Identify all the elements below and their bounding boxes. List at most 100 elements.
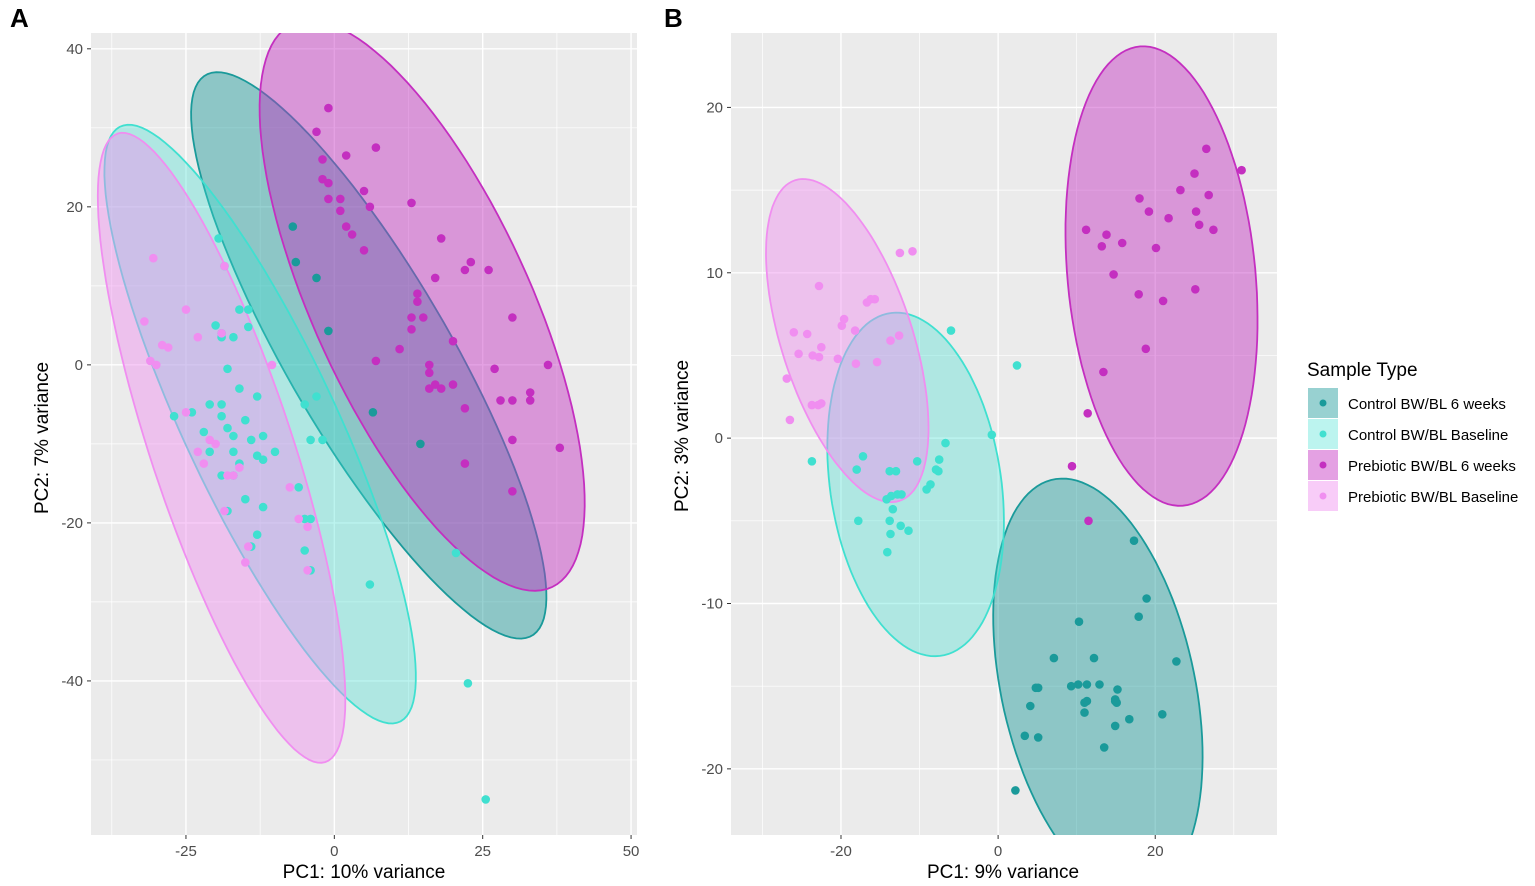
- panel-a-point-control-baseline: [229, 332, 238, 342]
- panel-a-ellipse-control-6-weeks: [190, 71, 548, 640]
- panel-a-point-prebiotic-6-weeks: [484, 265, 493, 275]
- panel-a-point-control-baseline: [252, 530, 262, 539]
- legend-dot-control-6-weeks: [1319, 399, 1327, 407]
- legend-label-control-6-weeks: Control BW/BL 6 weeks: [1348, 396, 1506, 413]
- panel-a-point-control-baseline: [217, 400, 226, 409]
- panel-a-point-prebiotic-6-weeks: [448, 380, 458, 389]
- panel-b-point-prebiotic-6-weeks: [1151, 243, 1161, 253]
- panel-a-point-prebiotic-baseline: [294, 514, 304, 524]
- panel-b-point-prebiotic-6-weeks: [1202, 144, 1211, 154]
- panel-a-point-prebiotic-6-weeks: [359, 186, 369, 196]
- panel-b-plot: -20 0 20 -20 -10 0 10 20: [701, 33, 1277, 860]
- panel-a-point-control-baseline: [169, 411, 179, 421]
- panel-b-point-control-baseline: [888, 504, 898, 514]
- panel-b-point-prebiotic-baseline: [807, 400, 817, 410]
- panel-a-point-control-baseline: [217, 471, 226, 480]
- panel-b-point-control-6-weeks: [1073, 680, 1083, 689]
- panel-b-point-prebiotic-6-weeks: [1194, 220, 1204, 230]
- panel-a-point-control-baseline: [365, 580, 375, 589]
- panel-b-point-control-6-weeks: [1099, 743, 1109, 752]
- panel-a-point-control-baseline: [451, 548, 461, 558]
- panel-b-point-control-baseline: [897, 490, 906, 499]
- panel-a-ellipse-prebiotic-baseline: [96, 131, 347, 764]
- panel-a-point-control-baseline: [199, 427, 209, 437]
- panel-b-point-prebiotic-6-weeks: [1134, 290, 1143, 299]
- panel-b-point-control-baseline: [852, 465, 861, 474]
- panel-a-point-prebiotic-6-weeks: [525, 388, 535, 397]
- panel-a-point-prebiotic-baseline: [149, 253, 158, 263]
- panel-a-point-prebiotic-6-weeks: [436, 384, 446, 393]
- panel-a-y-tick-label: 40: [66, 41, 83, 58]
- panel-a-point-prebiotic-6-weeks: [448, 336, 458, 346]
- panel-a-point-control-baseline: [205, 447, 214, 457]
- panel-a-point-prebiotic-6-weeks: [341, 222, 351, 231]
- panel-b-point-prebiotic-baseline: [894, 331, 904, 340]
- panel-b-point-prebiotic-baseline: [814, 281, 824, 291]
- panel-a-point-prebiotic-baseline: [217, 329, 226, 338]
- panel-a-point-prebiotic-baseline: [241, 558, 250, 567]
- panel-b-point-prebiotic-6-weeks: [1204, 190, 1213, 200]
- panel-b-point-control-6-weeks: [1134, 612, 1143, 621]
- panel-a-point-prebiotic-baseline: [193, 447, 203, 457]
- panel-a-point-control-6-weeks: [368, 408, 378, 417]
- panel-a-x-tick-label: 0: [330, 843, 338, 860]
- panel-a-point-prebiotic-6-weeks: [318, 155, 327, 164]
- panel-a-point-control-baseline: [258, 455, 268, 465]
- panel-b-point-prebiotic-baseline: [895, 248, 905, 258]
- panel-a-point-prebiotic-6-weeks: [508, 396, 517, 405]
- panel-a-point-prebiotic-baseline: [229, 471, 238, 480]
- panel-b-y-tick-label: -10: [701, 595, 723, 612]
- panel-b-point-control-6-weeks: [1110, 721, 1120, 731]
- panel-b-point-control-baseline: [941, 438, 950, 448]
- panel-b-point-prebiotic-6-weeks: [1097, 242, 1107, 251]
- panel-b-point-prebiotic-baseline: [785, 415, 795, 425]
- panel-a-point-control-baseline: [300, 400, 310, 409]
- panel-b-point-control-baseline: [934, 455, 944, 464]
- panel-b-x-tick-label: 0: [994, 843, 1002, 860]
- panel-b-point-control-6-weeks: [1026, 701, 1035, 711]
- panel-b-y-tick-label: -20: [701, 761, 723, 778]
- panel-a-y-tick-label: -20: [61, 515, 83, 532]
- panel-b-point-control-baseline: [1012, 361, 1022, 370]
- panel-b-point-control-6-weeks: [1089, 653, 1099, 663]
- panel-a-point-prebiotic-6-weeks: [508, 487, 517, 496]
- panel-b-point-prebiotic-baseline: [789, 328, 799, 337]
- panel-a-background: [91, 33, 637, 835]
- panel-a-point-control-baseline: [481, 795, 491, 804]
- panel-b-point-prebiotic-baseline: [782, 374, 792, 383]
- panel-a-x-tick-label: 50: [623, 843, 640, 860]
- panel-a-point-control-baseline: [300, 546, 310, 555]
- panel-b-x-tick-label: 20: [1147, 843, 1164, 860]
- legend-dot-prebiotic-baseline: [1319, 492, 1327, 500]
- panel-a-point-control-baseline: [270, 447, 280, 457]
- panel-a-point-control-baseline: [235, 305, 244, 314]
- panel-a-point-prebiotic-6-weeks: [460, 404, 470, 413]
- panel-b-point-prebiotic-6-weeks: [1067, 461, 1077, 471]
- panel-b-point-control-6-weeks: [1129, 536, 1139, 545]
- panel-a-point-prebiotic-6-weeks: [419, 313, 428, 322]
- panel-a-point-prebiotic-baseline: [267, 360, 277, 370]
- panel-a-point-prebiotic-6-weeks: [496, 396, 505, 405]
- panel-b-point-control-baseline: [854, 516, 863, 526]
- panel-a-point-prebiotic-6-weeks: [324, 194, 333, 204]
- panel-a-point-prebiotic-baseline: [285, 483, 295, 492]
- panel-a-point-prebiotic-6-weeks: [347, 230, 357, 239]
- panel-a-point-control-baseline: [229, 447, 238, 457]
- panel-b-point-control-baseline: [946, 326, 956, 335]
- panel-b-point-prebiotic-6-weeks: [1141, 344, 1151, 354]
- panel-a-y-tick-label: 0: [75, 357, 83, 374]
- panel-a-point-control-baseline: [235, 384, 244, 393]
- panel-b-data-area: [765, 45, 1259, 835]
- panel-b-point-control-baseline: [891, 466, 901, 476]
- panel-b-point-control-baseline: [934, 466, 943, 476]
- panel-b-point-prebiotic-baseline: [908, 247, 917, 256]
- panel-a-point-control-baseline: [306, 435, 315, 445]
- panel-a-point-prebiotic-baseline: [163, 343, 173, 352]
- panel-a-point-prebiotic-baseline: [244, 542, 253, 551]
- panel-a-x-tick-label: 25: [474, 843, 491, 860]
- panel-b-point-control-baseline: [858, 452, 868, 461]
- panel-a-point-control-6-weeks: [324, 326, 333, 336]
- panel-b-y-tick-label: 0: [715, 430, 723, 447]
- panel-a-x-axis-title: PC1: 10% variance: [283, 862, 446, 883]
